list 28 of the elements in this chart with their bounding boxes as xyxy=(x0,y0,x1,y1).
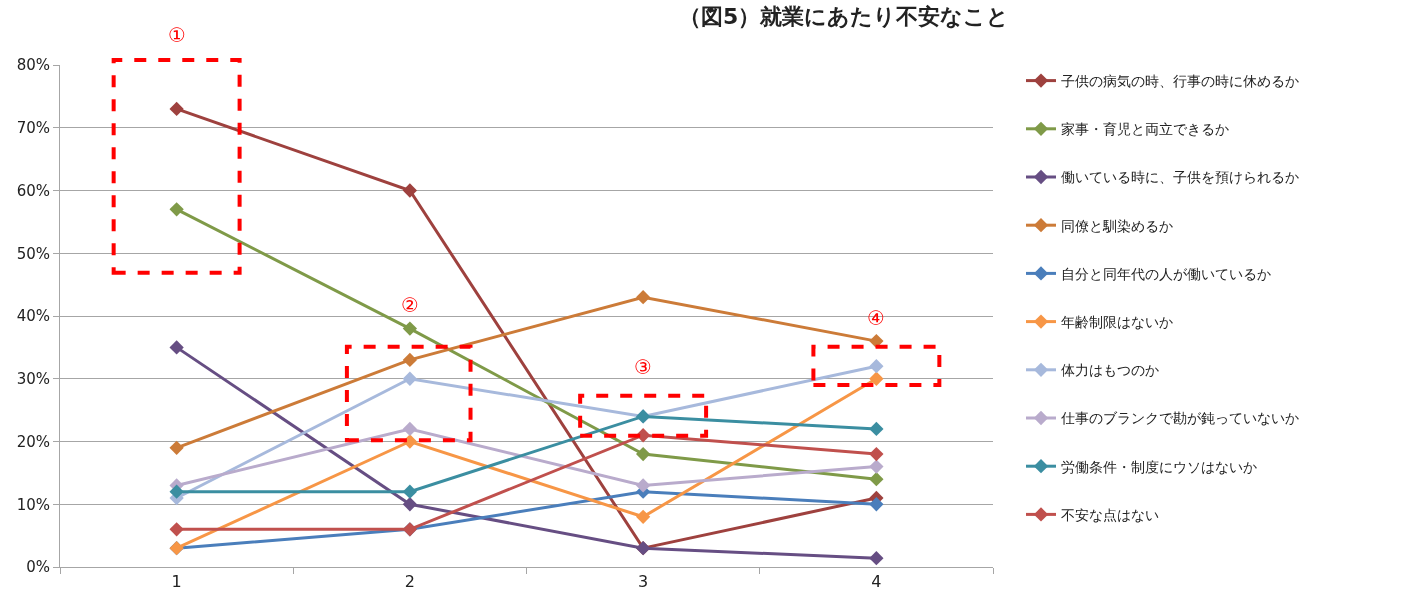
chart-title: （図5）就業にあたり不安なこと xyxy=(679,4,1010,30)
legend-label: 仕事のブランクで勘が鈍っていないか xyxy=(1059,410,1299,427)
y-tick-label: 40% xyxy=(16,307,50,326)
legend-label: 同僚と馴染めるか xyxy=(1060,217,1173,234)
y-tick-label: 0% xyxy=(26,558,50,577)
legend-label: 働いている時に、子供を預けられるか xyxy=(1060,169,1299,186)
legend-label: 子供の病気の時、行事の時に休めるか xyxy=(1060,73,1299,90)
x-tick-label: 4 xyxy=(871,572,882,592)
y-tick-label: 50% xyxy=(16,244,50,263)
text: ① xyxy=(168,23,186,47)
legend-label: 年齢制限はないか xyxy=(1060,314,1173,331)
legend-label: 労働条件・制度にウソはないか xyxy=(1060,458,1257,475)
y-tick-label: 30% xyxy=(16,370,50,388)
annotation: ③ xyxy=(634,355,652,379)
y-tick-label: 80% xyxy=(16,56,50,75)
legend-label: 体力はもつのか xyxy=(1060,362,1159,379)
y-tick-label: 60% xyxy=(16,181,50,200)
y-tick-label: 70% xyxy=(16,119,50,137)
annotation: ④ xyxy=(867,306,885,330)
legend-label: 自分と同年代の人が働いているか xyxy=(1060,265,1271,282)
annotation: ② xyxy=(401,293,419,317)
legend-label: 家事・育児と両立できるか xyxy=(1060,121,1229,138)
x-tick-label: 2 xyxy=(404,572,415,592)
y-tick-label: 10% xyxy=(16,495,50,514)
y-tick-label: 20% xyxy=(16,432,50,451)
x-tick-label: 3 xyxy=(638,572,649,592)
x-tick-label: 1 xyxy=(171,572,182,592)
legend-label: 不安な点はない xyxy=(1060,506,1159,523)
